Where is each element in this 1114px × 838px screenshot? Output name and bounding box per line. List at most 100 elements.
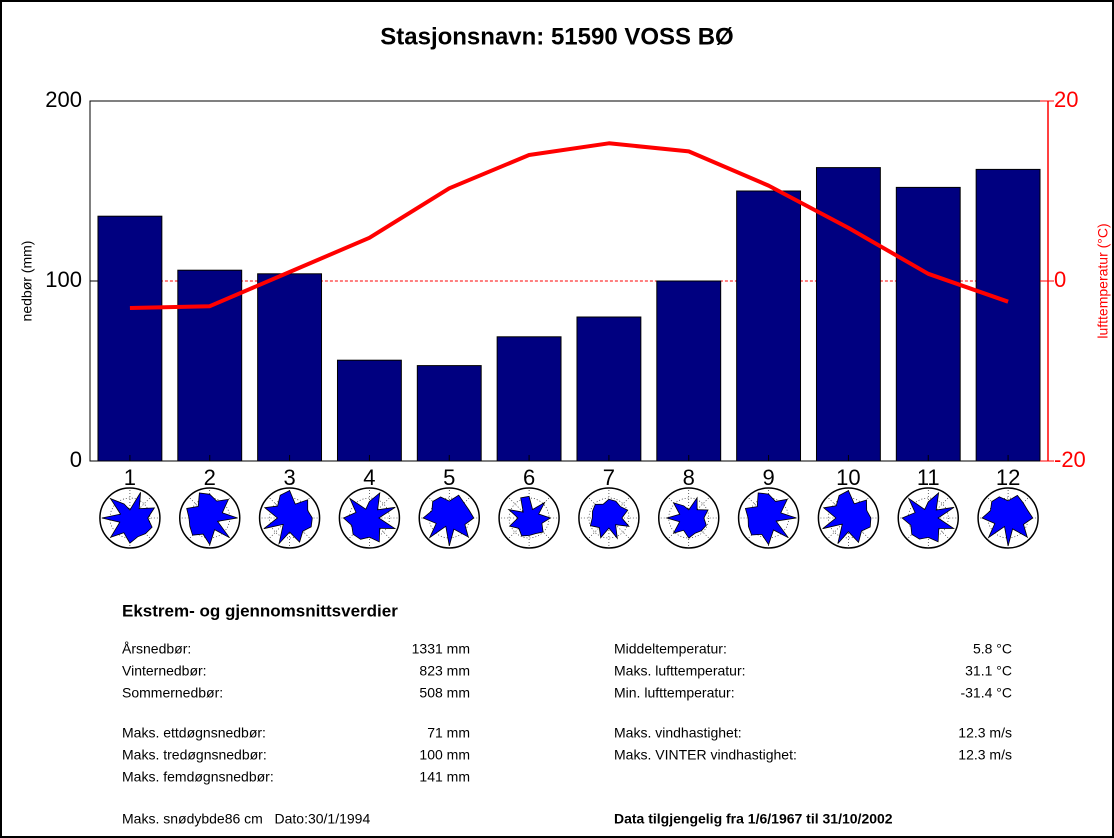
stat-value: -31.4 °C — [960, 685, 1012, 701]
wind-rose-spoke — [928, 517, 950, 540]
wind-rose-spoke — [667, 517, 689, 540]
x-tick-label: 5 — [443, 465, 455, 490]
wind-rose-ring — [349, 497, 390, 539]
wind-rose-shape — [422, 494, 475, 547]
y-axis-label: nedbør (mm) — [19, 241, 35, 322]
wind-rose — [258, 487, 321, 549]
bar — [496, 336, 562, 462]
x-tick-label: 8 — [683, 465, 695, 490]
wind-rose — [99, 487, 161, 549]
wind-rose-shape — [507, 495, 552, 537]
wind-rose-spoke — [906, 517, 929, 540]
x-tick-label: 3 — [283, 465, 295, 490]
wind-rose-spoke — [507, 496, 530, 519]
wind-rose — [498, 487, 560, 549]
wind-rose-shape — [981, 494, 1034, 547]
stat-value: 100 mm — [419, 747, 470, 763]
wind-rose-shape — [589, 498, 630, 540]
stat-label: Maks. ettdøgnsnedbør: — [122, 725, 266, 741]
stat-label: Maks. femdøgnsnedbør: — [122, 769, 274, 785]
x-tick-label: 9 — [762, 465, 774, 490]
stat-value: 823 mm — [419, 663, 470, 679]
stat-label: Årsnedbør: — [122, 641, 191, 657]
wind-rose — [817, 487, 880, 549]
wind-rose — [737, 487, 800, 549]
wind-rose-spoke — [848, 517, 870, 540]
x-tick-label: 11 — [917, 465, 940, 490]
wind-rose — [179, 487, 241, 549]
x-tick-label: 6 — [523, 465, 535, 490]
bar — [257, 273, 323, 462]
bar — [656, 280, 722, 462]
wind-rose-spoke — [507, 517, 530, 540]
wind-rose-shape — [263, 489, 313, 545]
wind-rose-spoke — [369, 496, 391, 519]
stat-label: Maks. lufttemperatur: — [614, 663, 746, 679]
wind-rose-spoke — [747, 517, 769, 540]
stat-label: Maks. VINTER vindhastighet: — [614, 747, 797, 763]
y-tick-label: 0 — [70, 447, 82, 472]
wind-rose-spoke — [928, 496, 950, 519]
bar — [895, 186, 961, 462]
bar — [177, 269, 243, 462]
wind-rose — [897, 487, 959, 549]
wind-rose-spoke — [688, 496, 711, 519]
stat-label: Sommernedbør: — [122, 685, 223, 701]
wind-rose-ring — [907, 497, 949, 539]
bar — [336, 359, 402, 462]
x-tick-label: 2 — [204, 465, 216, 490]
stat-label: Maks. vindhastighet: — [614, 725, 742, 741]
bar — [736, 190, 802, 462]
y2-tick-label: 20 — [1054, 87, 1078, 112]
y2-axis-label: lufttemperatur (°C) — [1095, 223, 1111, 338]
wind-rose-ring — [668, 497, 710, 539]
stat-label: Middeltemperatur: — [614, 641, 727, 657]
stat-value: 5.8 °C — [973, 641, 1012, 657]
wind-rose-spoke — [667, 496, 689, 519]
bar — [815, 167, 881, 462]
wind-rose-spoke — [289, 517, 312, 540]
wind-rose-shape — [744, 492, 797, 546]
wind-rose — [578, 487, 640, 549]
wind-rose-spoke — [587, 517, 610, 540]
stat-value: 12.3 m/s — [958, 747, 1012, 763]
x-tick-label: 4 — [363, 465, 375, 490]
footer-left: Maks. snødybde86 cm Dato:30/1/1994 — [122, 811, 370, 827]
wind-rose — [977, 487, 1039, 549]
wind-rose-shape — [186, 492, 238, 546]
y-tick-label: 100 — [45, 267, 82, 292]
wind-rose-ring — [109, 497, 151, 539]
wind-rose-spoke — [188, 517, 210, 540]
wind-rose-spoke — [129, 517, 152, 540]
bar — [416, 365, 482, 462]
wind-rose-shape — [101, 492, 156, 544]
y-tick-label: 200 — [45, 87, 82, 112]
wind-rose-spoke — [688, 517, 711, 540]
y2-tick-label: -20 — [1054, 447, 1086, 472]
wind-rose-spoke — [268, 517, 290, 540]
chart-title: Stasjonsnavn: 51590 VOSS BØ — [380, 23, 733, 50]
wind-rose-spoke — [528, 517, 551, 540]
footer-right: Data tilgjengelig fra 1/6/1967 til 31/10… — [614, 811, 893, 827]
stats-title: Ekstrem- og gjennomsnittsverdier — [122, 601, 398, 620]
x-tick-label: 1 — [124, 465, 136, 490]
wind-rose-spoke — [129, 496, 152, 519]
stat-value: 31.1 °C — [965, 663, 1012, 679]
wind-rose-spoke — [347, 517, 370, 540]
stat-value: 12.3 m/s — [958, 725, 1012, 741]
wind-rose-shape — [665, 496, 709, 539]
bar — [97, 215, 163, 462]
temperature-line — [129, 141, 1009, 310]
stat-value: 1331 mm — [412, 641, 470, 657]
stat-label: Vinternedbør: — [122, 663, 207, 679]
wind-rose — [658, 487, 720, 549]
wind-rose — [418, 487, 480, 549]
bar — [975, 168, 1041, 462]
x-tick-label: 7 — [603, 465, 615, 490]
stat-value: 141 mm — [419, 769, 470, 785]
wind-rose-shape — [342, 492, 397, 543]
wind-rose — [338, 487, 401, 549]
bar — [576, 316, 642, 462]
x-tick-label: 12 — [996, 465, 1020, 490]
